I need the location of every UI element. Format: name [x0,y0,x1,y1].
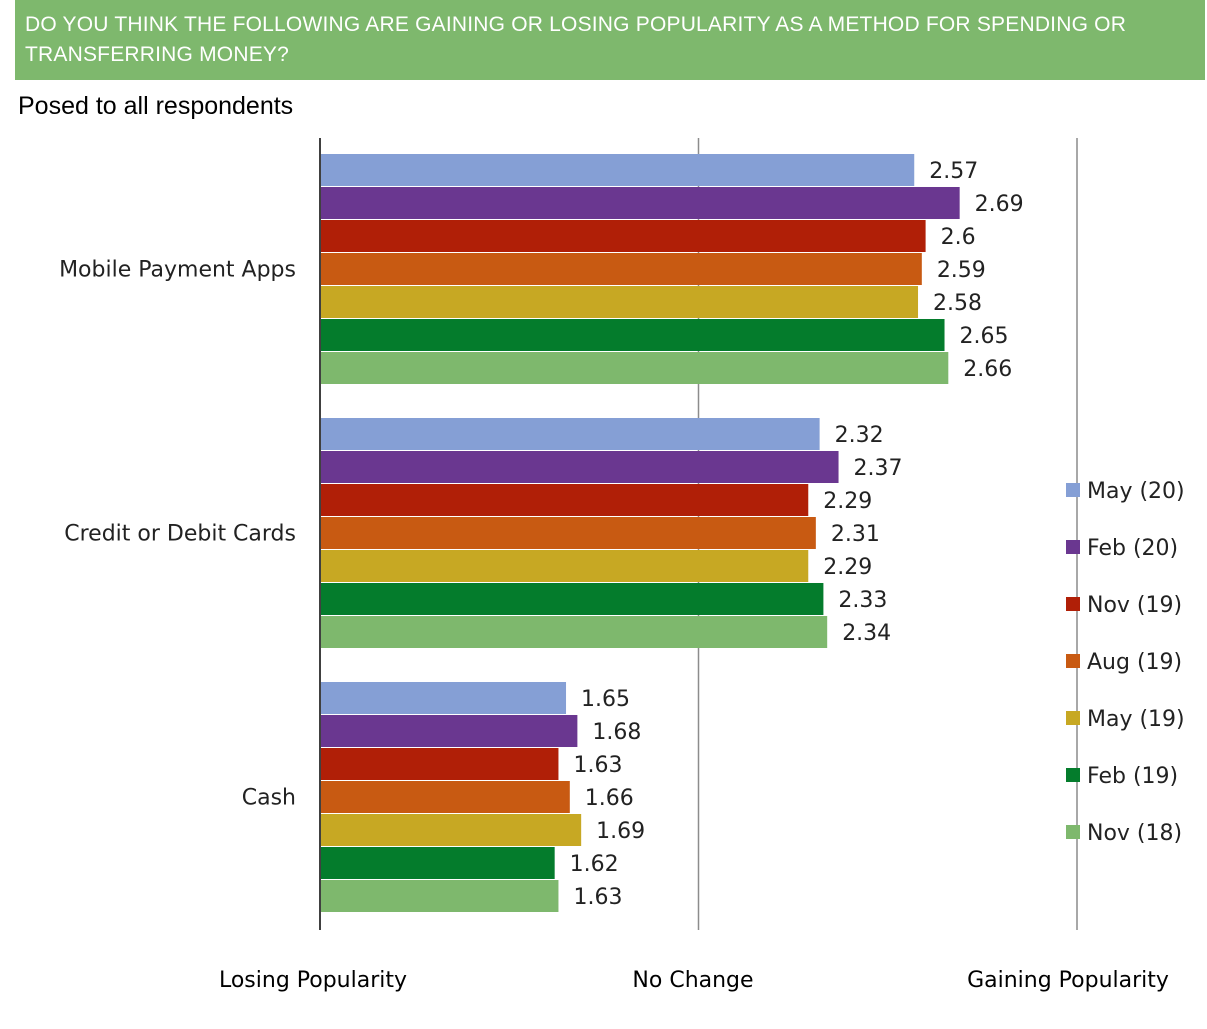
bars [321,154,960,912]
legend-swatch [1066,711,1080,725]
legend-label: Nov (19) [1087,593,1182,618]
category-label: Cash [242,786,296,811]
bar-value-label: 1.68 [592,720,641,745]
bar-value-label: 2.31 [831,522,880,547]
bar-value-label: 2.59 [937,258,986,283]
bar [321,253,922,285]
bar-value-label: 2.65 [960,324,1009,349]
bar-value-label: 2.6 [941,225,976,250]
value-labels: 2.57 2.69 2.6 2.59 2.58 2.65 2.66 2.32 2.37 2.29 2… [570,159,1024,910]
legend-swatch [1066,483,1080,497]
bar [321,319,945,351]
bar [321,814,582,846]
bar-value-label: 2.66 [963,357,1012,382]
legend-label: Nov (18) [1087,821,1182,846]
bar [321,550,809,582]
bar-value-label: 1.66 [585,786,634,811]
bar [321,451,839,483]
legend-label: May (20) [1087,479,1185,504]
category-label: Mobile Payment Apps [59,258,296,283]
bar [321,682,567,714]
legend-swatch [1066,597,1080,611]
bar [321,187,960,219]
bar-value-label: 2.57 [929,159,978,184]
legend-swatch [1066,654,1080,668]
bar [321,880,559,912]
bar-value-label: 2.29 [823,555,872,580]
legend-label: Aug (19) [1087,650,1182,675]
legend-label: May (19) [1087,707,1185,732]
bar [321,286,919,318]
bar [321,517,816,549]
bar-value-label: 2.69 [975,192,1024,217]
bar-value-label: 1.69 [596,819,645,844]
legend-swatch [1066,540,1080,554]
bar [321,583,824,615]
legend-swatch [1066,768,1080,782]
question-banner: DO YOU THINK THE FOLLOWING ARE GAINING O… [15,0,1205,80]
bar [321,418,820,450]
bar [321,616,828,648]
bar [321,847,555,879]
bar [321,748,559,780]
bar-value-label: 1.63 [573,753,622,778]
bar-value-label: 2.58 [933,291,982,316]
bar [321,715,578,747]
x-tick-labels: Losing Popularity No Change Gaining Popula… [219,968,1169,993]
bar [321,154,915,186]
legend-label: Feb (20) [1087,536,1178,561]
bar [321,484,809,516]
bar-value-label: 1.65 [581,687,630,712]
legend: May (20) Feb (20) Nov (19) Aug (19) May (19)… [1066,479,1185,846]
bar-value-label: 2.29 [823,489,872,514]
bar-value-label: 1.62 [570,852,619,877]
category-labels: Mobile Payment Apps Credit or Debit Cards… [59,258,296,811]
bar [321,220,926,252]
category-label: Credit or Debit Cards [64,522,296,547]
bar-value-label: 2.33 [838,588,887,613]
bar-value-label: 2.37 [854,456,903,481]
bar-value-label: 2.32 [835,423,884,448]
bar-value-label: 2.34 [842,621,891,646]
question-title: DO YOU THINK THE FOLLOWING ARE GAINING O… [25,13,1127,66]
legend-label: Feb (19) [1087,764,1178,789]
bar [321,781,570,813]
x-tick-label: Gaining Popularity [967,968,1169,993]
chart-subtitle: Posed to all respondents [18,92,294,120]
x-tick-label: Losing Popularity [219,968,407,993]
x-tick-label: No Change [632,968,753,993]
bar-value-label: 1.63 [573,885,622,910]
legend-swatch [1066,825,1080,839]
bar [321,352,949,384]
